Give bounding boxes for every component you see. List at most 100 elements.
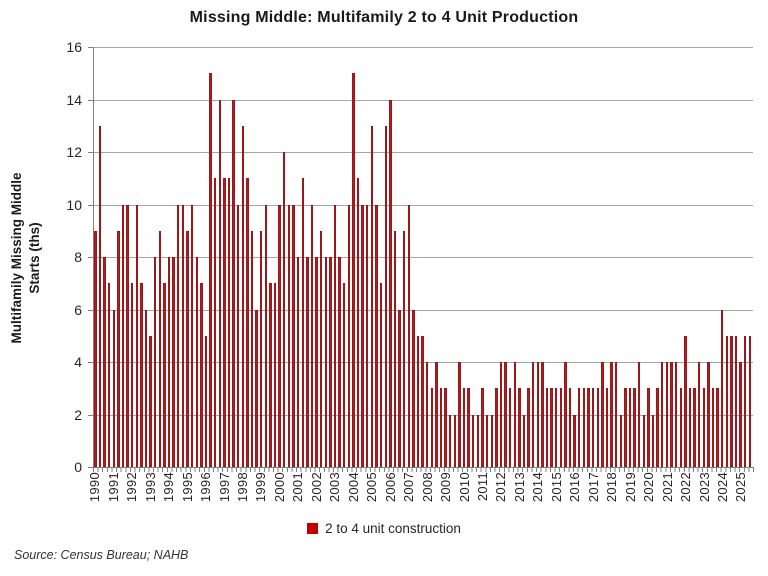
bar-68 xyxy=(407,204,410,467)
x-year-label-2005: 2005 xyxy=(364,472,380,503)
bar-8 xyxy=(130,283,134,467)
y-tick-label-6: 6 xyxy=(74,301,82,318)
bar-49 xyxy=(319,230,323,467)
bar-52 xyxy=(333,204,337,467)
bar-slot xyxy=(614,47,619,467)
bar-114 xyxy=(619,414,622,467)
bar-slot xyxy=(453,47,458,467)
bar-71 xyxy=(421,335,424,467)
x-year-label-1993: 1993 xyxy=(142,472,158,503)
x-year-label-1994: 1994 xyxy=(161,472,177,503)
bar-slot xyxy=(254,47,259,467)
bar-slot xyxy=(347,47,352,467)
bar-slot xyxy=(618,47,623,467)
x-year-label-2022: 2022 xyxy=(678,472,694,503)
bar-slot xyxy=(194,47,199,467)
bar-slot xyxy=(337,47,342,467)
bar-slot xyxy=(264,47,269,467)
bar-22 xyxy=(195,257,198,467)
bar-slot xyxy=(609,47,614,467)
x-year-label-1998: 1998 xyxy=(235,472,250,503)
bar-37 xyxy=(264,204,268,467)
bar-33 xyxy=(246,178,249,467)
bar-slot xyxy=(734,47,739,467)
y-axis-title-line2: Starts (ths) xyxy=(26,222,42,294)
x-year-label-2003: 2003 xyxy=(327,472,343,503)
bar-slot xyxy=(111,47,116,467)
bar-128 xyxy=(684,335,687,467)
x-year-label-2023: 2023 xyxy=(696,472,712,503)
bar-0 xyxy=(94,230,97,467)
bar-17 xyxy=(172,257,175,467)
bar-62 xyxy=(379,283,383,467)
bar-slot xyxy=(457,47,462,467)
bar-slot xyxy=(466,47,471,467)
gridline-y-12 xyxy=(93,152,753,153)
bar-slot xyxy=(494,47,499,467)
bar-119 xyxy=(642,414,646,467)
gridline-y-8 xyxy=(93,257,753,258)
bar-slot xyxy=(268,47,273,467)
bar-72 xyxy=(425,362,429,467)
bar-slot xyxy=(116,47,121,467)
bar-slot xyxy=(167,47,172,467)
bar-19 xyxy=(181,204,185,467)
bar-slot xyxy=(476,47,481,467)
bar-132 xyxy=(702,388,705,467)
bar-slot xyxy=(425,47,430,467)
bar-slot xyxy=(139,47,144,467)
bar-slot xyxy=(162,47,167,467)
bar-slot xyxy=(231,47,236,467)
x-year-label-2020: 2020 xyxy=(641,472,657,503)
bar-slot xyxy=(351,47,356,467)
bar-series xyxy=(93,47,753,467)
bar-slot xyxy=(222,47,227,467)
bar-slot xyxy=(356,47,361,467)
bar-56 xyxy=(352,73,355,467)
bar-126 xyxy=(674,362,678,467)
bar-101 xyxy=(559,388,563,467)
bar-slot xyxy=(204,47,209,467)
bar-slot xyxy=(153,47,158,467)
bar-slot xyxy=(540,47,545,467)
bar-slot xyxy=(600,47,605,467)
x-year-label-2013: 2013 xyxy=(511,472,527,503)
bar-slot xyxy=(701,47,706,467)
y-tick-0 xyxy=(88,467,93,468)
bar-slot xyxy=(241,47,246,467)
bar-40 xyxy=(278,204,281,467)
bar-slot xyxy=(572,47,577,467)
bar-slot xyxy=(674,47,679,467)
bar-32 xyxy=(241,125,244,467)
bar-130 xyxy=(693,388,696,467)
bar-slot xyxy=(213,47,218,467)
bar-slot xyxy=(245,47,250,467)
y-tick-16 xyxy=(88,47,93,48)
bar-43 xyxy=(292,204,295,467)
x-year-label-2017: 2017 xyxy=(585,472,601,503)
bar-125 xyxy=(670,362,673,467)
bar-21 xyxy=(190,204,194,467)
bar-slot xyxy=(360,47,365,467)
bar-76 xyxy=(444,388,447,467)
bar-slot xyxy=(134,47,139,467)
bar-slot xyxy=(144,47,149,467)
bar-slot xyxy=(379,47,384,467)
x-year-label-2006: 2006 xyxy=(382,472,398,503)
bar-slot xyxy=(402,47,407,467)
bar-91 xyxy=(513,362,516,467)
y-tick-label-14: 14 xyxy=(66,91,82,108)
bar-5 xyxy=(117,230,120,467)
bar-slot xyxy=(411,47,416,467)
bar-slot xyxy=(310,47,315,467)
x-year-label-2009: 2009 xyxy=(438,472,454,503)
bar-23 xyxy=(200,283,203,467)
bar-slot xyxy=(724,47,729,467)
x-year-label-2025: 2025 xyxy=(733,472,749,503)
bar-slot xyxy=(605,47,610,467)
bar-1 xyxy=(98,125,102,467)
bar-97 xyxy=(541,362,544,467)
bar-137 xyxy=(725,335,728,467)
bar-slot xyxy=(591,47,596,467)
